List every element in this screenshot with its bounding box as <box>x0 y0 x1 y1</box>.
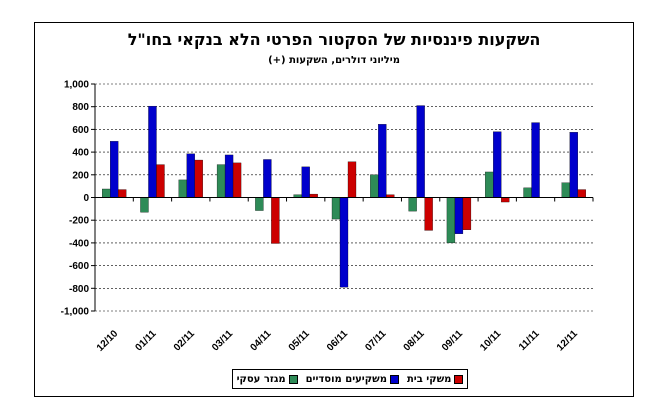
x-tick-label: 01/11 <box>133 328 158 353</box>
bar <box>309 193 318 198</box>
x-tick-label: 05/11 <box>287 328 312 353</box>
x-tick-label: 09/11 <box>440 328 465 353</box>
y-tick-label: -1,000 <box>61 307 90 318</box>
y-tick-label: 1,000 <box>64 80 89 91</box>
bar <box>271 197 280 244</box>
x-tick-label: 08/11 <box>402 328 427 353</box>
bar <box>454 197 464 234</box>
bar <box>102 188 111 198</box>
bar <box>462 197 472 230</box>
legend: מגזר עסקי משקיעים מוסדיים משקי בית <box>232 369 468 389</box>
bar <box>339 197 349 288</box>
x-tick-label: 02/11 <box>172 328 197 353</box>
x-tick-labels: 12/10 01/11 02/11 03/11 04/11 05/11 06/11 07/11… <box>95 328 580 354</box>
chart-title: השקעות פיננסיות של הסקטור הפרטי הלא בנקא… <box>127 30 541 49</box>
legend-swatch <box>288 374 298 384</box>
y-tick-label: -800 <box>69 284 89 295</box>
y-tick-label: -200 <box>69 216 89 227</box>
y-tick-label: 0 <box>83 193 89 204</box>
legend-label: מגזר עסקי <box>236 373 286 385</box>
bar <box>301 166 310 198</box>
x-tick-label: 03/11 <box>210 328 235 353</box>
axes <box>91 83 594 312</box>
x-tick-label: 12/10 <box>95 328 121 354</box>
bar <box>178 179 187 198</box>
bar <box>216 164 226 198</box>
bar <box>424 197 433 231</box>
bar <box>408 197 417 212</box>
y-tick-labels: 1,000 800 600 400 200 0 -200 -400 -600 -800 -1,000 <box>61 80 90 318</box>
legend-swatch <box>389 374 399 384</box>
x-tick-label: 11/11 <box>517 328 542 353</box>
legend-item: מגזר עסקי <box>237 374 298 385</box>
bars <box>102 105 586 288</box>
y-tick-label: 200 <box>72 170 89 181</box>
bar <box>255 197 264 211</box>
legend-item: משקי בית <box>406 373 464 385</box>
legend-label: משקי בית <box>406 373 452 385</box>
legend-label: משקיעים מוסדיים <box>305 373 387 385</box>
chart-subtitle: מיליוני דולרים, השקעות (+) <box>268 55 400 66</box>
y-tick-label: 600 <box>72 125 89 136</box>
bar <box>569 132 578 198</box>
bar <box>531 122 540 198</box>
bar <box>156 164 165 198</box>
bar <box>263 159 272 198</box>
x-tick-label: 04/11 <box>248 328 273 353</box>
legend-item: משקיעים מוסדיים <box>306 374 399 385</box>
bar <box>110 141 119 198</box>
y-tick-label: -400 <box>69 238 89 249</box>
bar <box>224 154 234 198</box>
bar <box>493 131 502 198</box>
bar <box>378 124 387 198</box>
bar <box>232 162 242 198</box>
y-tick-label: 800 <box>72 102 89 113</box>
bar <box>118 189 127 198</box>
bar <box>140 197 149 213</box>
x-tick-label: 10/11 <box>478 328 503 353</box>
bar <box>331 197 341 220</box>
bar <box>186 153 195 198</box>
x-tick-label: 06/11 <box>325 328 350 353</box>
bar <box>416 105 425 198</box>
bar <box>370 174 379 198</box>
bar <box>148 105 157 198</box>
legend-swatch <box>454 374 464 384</box>
bar <box>561 182 570 198</box>
bar <box>347 161 357 198</box>
bar <box>577 189 586 198</box>
y-tick-label: 400 <box>72 148 89 159</box>
y-tick-label: -600 <box>69 261 89 272</box>
bar <box>501 197 510 203</box>
bar <box>523 187 532 198</box>
bar <box>194 159 203 198</box>
bar <box>485 171 494 198</box>
bar <box>446 197 456 244</box>
x-tick-label: 07/11 <box>363 328 388 353</box>
x-tick-label: 12/11 <box>555 328 580 353</box>
